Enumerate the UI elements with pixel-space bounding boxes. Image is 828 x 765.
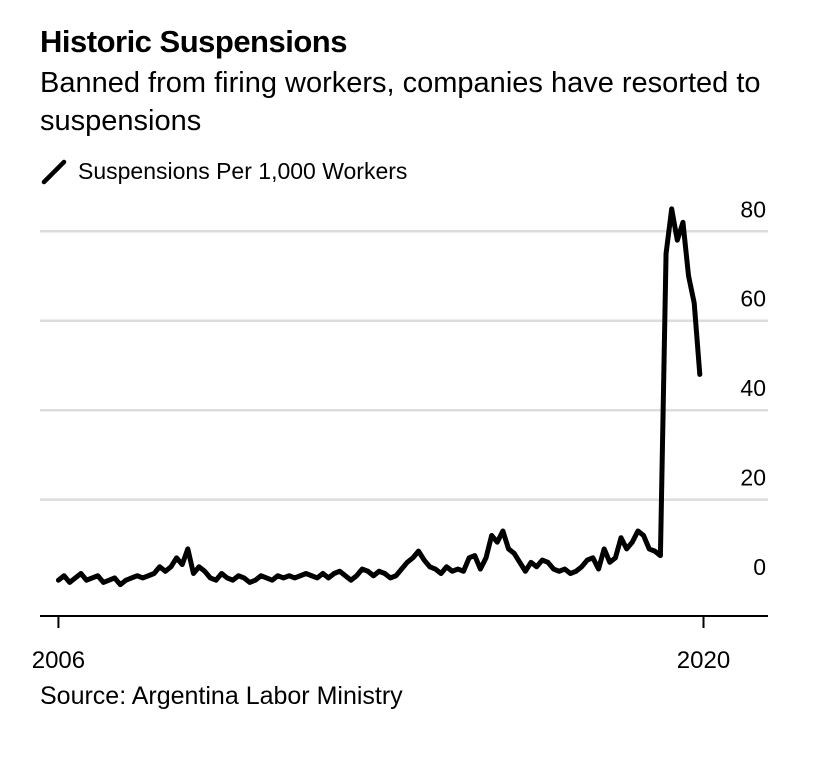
y-tick-label-0: 0 bbox=[753, 554, 766, 580]
source-note: Source: Argentina Labor Ministry bbox=[40, 682, 403, 710]
chart-subtitle: Banned from firing workers, companies ha… bbox=[40, 67, 761, 137]
y-tick-label-40: 40 bbox=[740, 375, 766, 401]
x-tick-label-2020: 2020 bbox=[677, 647, 730, 674]
line-legend-icon bbox=[41, 159, 67, 185]
chart-title: Historic Suspensions bbox=[40, 24, 347, 59]
legend: Suspensions Per 1,000 Workers bbox=[40, 156, 407, 186]
y-tick-label-60: 60 bbox=[740, 286, 766, 312]
y-tick-label-20: 20 bbox=[740, 465, 766, 491]
x-tick-label-2006: 2006 bbox=[32, 647, 85, 674]
series-line-0 bbox=[55, 206, 703, 588]
line-chart: 0 20 40 60 80 2006 2020 bbox=[32, 196, 768, 674]
legend-label: Suspensions Per 1,000 Workers bbox=[78, 157, 408, 184]
y-tick-label-80: 80 bbox=[740, 196, 766, 222]
